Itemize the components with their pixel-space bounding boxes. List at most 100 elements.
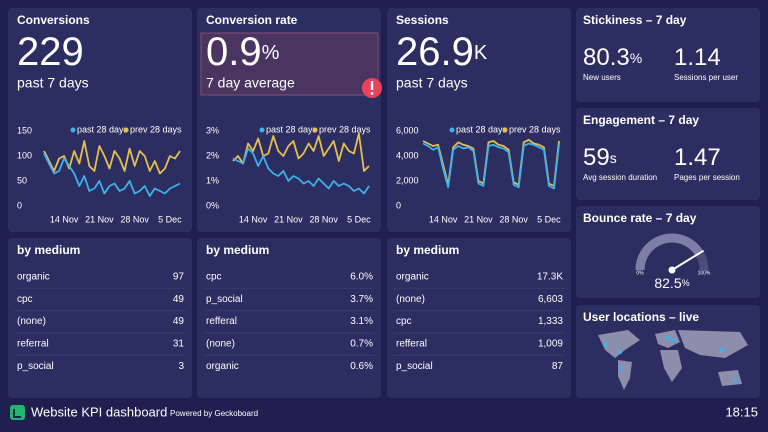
row-value: 1,333	[538, 316, 563, 327]
y-tick-label: 150	[17, 125, 32, 135]
stat-value: 59s	[583, 144, 617, 171]
row-label: refferal	[206, 316, 237, 327]
kpi-number: 229	[17, 30, 84, 74]
x-tick-label: 28 Nov	[309, 214, 338, 224]
x-tick-label: 21 Nov	[464, 214, 493, 224]
stat-value: 1.14	[674, 44, 721, 71]
row-label: p_social	[17, 361, 54, 372]
x-tick-label: 5 Dec	[537, 214, 561, 224]
footer-powered: Powered by Geckoboard	[170, 409, 258, 418]
gauge-needle	[671, 249, 705, 271]
row-label: (none)	[17, 316, 46, 327]
legend-swatch	[123, 127, 129, 133]
gauge-min: 0%	[636, 270, 644, 276]
map-land	[660, 350, 682, 382]
line-series	[422, 142, 560, 190]
gauge-fill	[635, 233, 704, 271]
widget-title: Conversion rate	[206, 13, 298, 27]
y-tick-label: 0	[17, 200, 22, 210]
alert-highlight	[200, 32, 379, 96]
alert-dot	[370, 92, 374, 95]
gauge-number: 82.5	[654, 275, 681, 291]
line-series	[232, 147, 370, 195]
stat-number: 1.14	[674, 44, 721, 71]
x-tick-label: 14 Nov	[239, 214, 268, 224]
row-value: 6,603	[538, 294, 563, 305]
legend-swatch	[312, 127, 318, 133]
legend-swatch	[502, 127, 508, 133]
stat-value: 1.47	[674, 144, 721, 171]
line-series	[232, 132, 370, 172]
row-value: 3	[178, 361, 184, 372]
row-label: cpc	[17, 294, 33, 305]
row-value: 0.7%	[350, 339, 373, 350]
stat-caption: Pages per session	[674, 173, 740, 182]
map-dot	[664, 335, 670, 341]
row-value: 87	[552, 361, 564, 372]
map-dot	[617, 349, 623, 355]
map-land	[718, 370, 742, 386]
gauge-unit: %	[682, 278, 690, 288]
y-tick-label: 0	[396, 200, 401, 210]
stat-number: 59	[583, 144, 610, 171]
stat-unit: s	[610, 150, 617, 166]
map-dot	[619, 365, 625, 371]
row-value: 6.0%	[350, 272, 373, 283]
footer-title: Website KPI dashboard	[31, 404, 167, 419]
legend-swatch	[259, 127, 265, 133]
row-label: cpc	[396, 316, 412, 327]
y-tick-label: 2%	[206, 150, 219, 160]
map-land	[678, 330, 748, 358]
kpi-value: 0.9%	[206, 30, 280, 74]
card	[387, 238, 571, 398]
legend-label: prev 28 days	[509, 124, 561, 134]
widget-title: Conversions	[17, 13, 90, 27]
card	[387, 8, 571, 232]
table-title: by medium	[396, 243, 459, 257]
card	[8, 8, 192, 232]
legend-label: prev 28 days	[130, 124, 182, 134]
kpi-value: 26.9K	[396, 30, 488, 74]
kpi-unit: K	[474, 42, 488, 64]
stat-unit: %	[630, 50, 642, 66]
kpi-caption: past 7 days	[396, 75, 468, 91]
x-tick-label: 21 Nov	[274, 214, 303, 224]
kpi-number: 26.9	[396, 30, 474, 74]
kpi-caption: 7 day average	[206, 75, 295, 91]
stat-number: 1.47	[674, 144, 721, 171]
logo-mark	[13, 409, 21, 418]
row-value: 49	[173, 294, 185, 305]
map-dot	[719, 347, 725, 353]
y-tick-label: 4,000	[396, 150, 419, 160]
kpi-value: 229	[17, 30, 84, 74]
card	[576, 206, 760, 298]
y-tick-label: 0%	[206, 200, 219, 210]
row-label: (none)	[396, 294, 425, 305]
stat-number: 80.3	[583, 44, 630, 71]
card	[197, 238, 381, 398]
widget-title: Bounce rate – 7 day	[583, 211, 697, 225]
row-label: organic	[17, 272, 50, 283]
y-tick-label: 100	[17, 150, 32, 160]
row-label: organic	[396, 272, 429, 283]
gauge-value: 82.5%	[654, 275, 689, 291]
x-tick-label: 14 Nov	[429, 214, 458, 224]
row-label: organic	[206, 361, 239, 372]
row-label: (none)	[206, 339, 235, 350]
row-value: 3.7%	[350, 294, 373, 305]
legend-swatch	[449, 127, 455, 133]
y-tick-label: 1%	[206, 175, 219, 185]
alert-bang	[370, 81, 374, 90]
x-tick-label: 28 Nov	[120, 214, 149, 224]
stat-value: 80.3%	[583, 44, 642, 71]
row-label: p_social	[206, 294, 243, 305]
table-title: by medium	[206, 243, 269, 257]
table-title: by medium	[17, 243, 80, 257]
card	[8, 238, 192, 398]
y-tick-label: 3%	[206, 125, 219, 135]
legend-label: prev 28 days	[319, 124, 371, 134]
widget-title: Engagement – 7 day	[583, 113, 699, 127]
x-tick-label: 5 Dec	[158, 214, 182, 224]
stat-caption: New users	[583, 73, 621, 82]
